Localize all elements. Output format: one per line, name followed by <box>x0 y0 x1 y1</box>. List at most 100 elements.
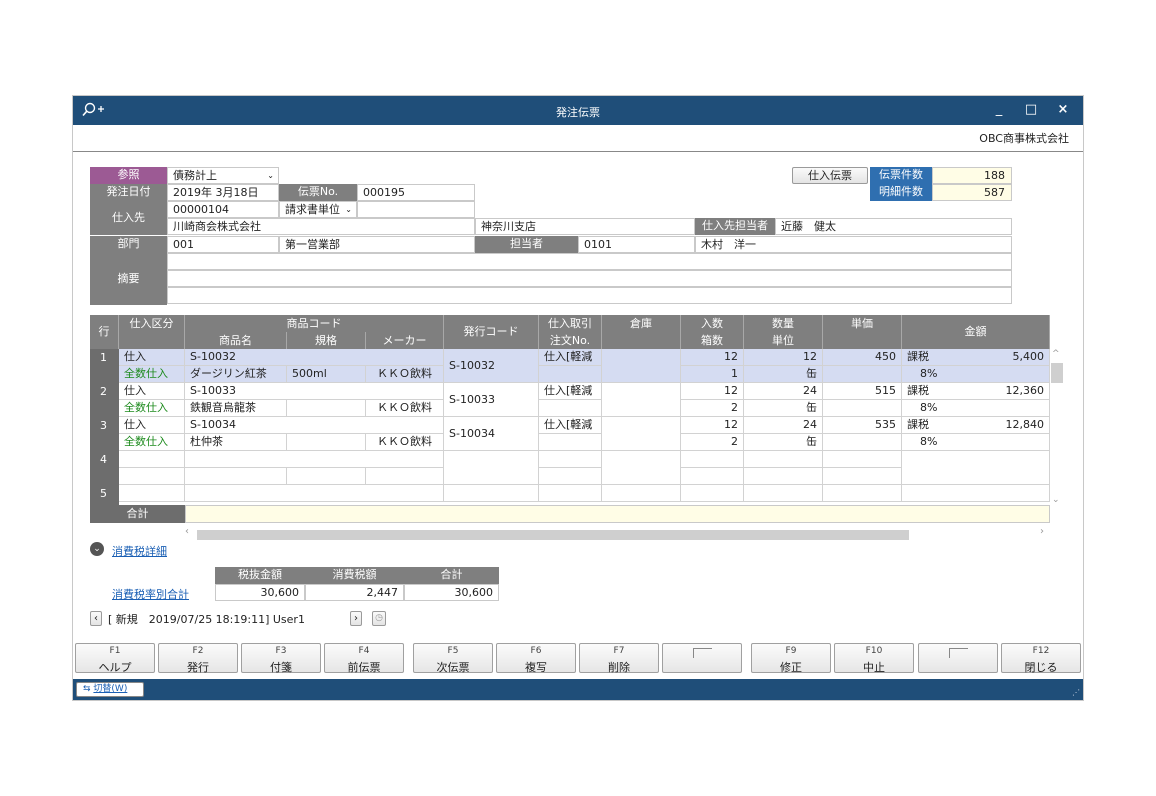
empty-cell[interactable] <box>539 451 602 468</box>
tax-type-cell[interactable]: 課税 <box>902 383 947 400</box>
per-box-cell[interactable]: 12 <box>681 349 744 366</box>
purchase-deal-cell[interactable]: 仕入[軽減 <box>539 349 602 366</box>
product-code-cell[interactable]: S-10032 <box>185 349 444 366</box>
scroll-thumb[interactable] <box>1051 363 1063 383</box>
product-code-cell[interactable]: S-10034 <box>185 417 444 434</box>
empty-cell[interactable] <box>119 451 185 468</box>
unit-price-cell[interactable]: 535 <box>823 417 902 434</box>
f9-edit-button[interactable]: F9 修正 <box>751 643 831 674</box>
maker-cell[interactable]: ＫＫＯ飲料 <box>366 400 444 417</box>
maximize-icon[interactable]: □ <box>1024 102 1038 117</box>
product-name-cell[interactable]: 鉄観音烏龍茶 <box>185 400 287 417</box>
boxes-cell[interactable]: 1 <box>681 366 744 383</box>
empty-cell[interactable] <box>287 468 366 485</box>
purchase-kind-cell[interactable]: 全数仕入 <box>119 366 185 383</box>
dept-code-field[interactable]: 001 <box>167 236 279 253</box>
spec-cell[interactable] <box>287 400 366 417</box>
purchase-deal-cell[interactable]: 仕入[軽減 <box>539 383 602 400</box>
tax-type-cell[interactable]: 課税 <box>902 349 947 366</box>
supplier-name-field[interactable]: 川崎商会株式会社 <box>167 218 475 235</box>
tax-rate-total-link[interactable]: 消費税率別合計 <box>112 588 189 601</box>
empty-cell[interactable] <box>602 485 681 502</box>
empty-cell[interactable] <box>444 451 539 485</box>
empty-cell[interactable] <box>602 451 681 485</box>
scroll-left-icon[interactable]: ‹ <box>185 526 189 537</box>
empty-cell[interactable] <box>539 468 602 485</box>
history-icon[interactable]: ◷ <box>372 611 386 626</box>
staff-code-field[interactable]: 0101 <box>578 236 695 253</box>
order-no-cell[interactable] <box>539 434 602 451</box>
empty-cell[interactable] <box>823 451 902 468</box>
quantity-cell[interactable]: 12 <box>744 349 823 366</box>
purchase-kind-cell[interactable]: 全数仕入 <box>119 434 185 451</box>
unit-cell[interactable]: 缶 <box>744 366 823 383</box>
memo-line-1[interactable] <box>167 253 1012 270</box>
empty-cell[interactable] <box>902 451 1050 485</box>
zoom-in-icon[interactable] <box>81 101 107 119</box>
unit-price-cell[interactable]: 450 <box>823 349 902 366</box>
order-no-cell[interactable] <box>539 400 602 417</box>
boxes-cell[interactable]: 2 <box>681 434 744 451</box>
prev-record-button[interactable]: ‹ <box>90 611 102 626</box>
purchase-slip-button[interactable]: 仕入伝票 <box>792 167 868 184</box>
order-no-cell[interactable] <box>539 366 602 383</box>
tax-rate-cell[interactable]: 8% <box>902 400 1050 417</box>
f12-close-button[interactable]: F12 閉じる <box>1001 643 1081 674</box>
empty-cell[interactable] <box>744 485 823 502</box>
horizontal-scrollbar[interactable]: ‹ › <box>185 526 1050 540</box>
supplier-code-field[interactable]: 00000104 <box>167 201 279 218</box>
spec-cell[interactable]: 500ml <box>287 366 366 383</box>
supplier-extra-field[interactable] <box>357 201 475 218</box>
product-name-cell[interactable]: ダージリン紅茶 <box>185 366 287 383</box>
tax-detail-link[interactable]: 消費税詳細 <box>112 545 167 558</box>
empty-cell[interactable] <box>681 451 744 468</box>
empty-cell[interactable] <box>681 485 744 502</box>
close-icon[interactable]: × <box>1057 102 1069 117</box>
f2-issue-button[interactable]: F2 発行 <box>158 643 238 674</box>
empty-cell[interactable] <box>185 468 287 485</box>
f11-blank-button[interactable] <box>918 643 998 673</box>
f3-sticky-button[interactable]: F3 付箋 <box>241 643 321 674</box>
f7-delete-button[interactable]: F7 削除 <box>579 643 659 674</box>
order-date-field[interactable]: 2019年 3月18日 <box>167 184 279 201</box>
chevron-down-icon[interactable]: ⌄ <box>90 542 104 556</box>
spec-cell[interactable] <box>287 434 366 451</box>
product-name-cell[interactable]: 杜仲茶 <box>185 434 287 451</box>
next-record-button[interactable]: › <box>350 611 362 626</box>
empty-cell[interactable] <box>823 485 902 502</box>
boxes-cell[interactable]: 2 <box>681 400 744 417</box>
scroll-up-icon[interactable]: ^ <box>1052 349 1060 359</box>
maker-cell[interactable]: ＫＫＯ飲料 <box>366 366 444 383</box>
resize-grip-icon[interactable]: ⋰ <box>1072 688 1080 697</box>
branch-field[interactable]: 神奈川支店 <box>475 218 695 235</box>
purchase-kind-cell[interactable]: 全数仕入 <box>119 400 185 417</box>
unit-cell[interactable]: 缶 <box>744 434 823 451</box>
billing-unit-select[interactable]: 請求書単位 ⌄ <box>279 201 357 218</box>
vertical-scrollbar[interactable]: ^ ⌄ <box>1050 349 1063 509</box>
issue-code-cell[interactable]: S-10034 <box>444 417 539 451</box>
slip-no-field[interactable]: 000195 <box>357 184 475 201</box>
unit-price-sub-cell[interactable] <box>823 400 902 417</box>
empty-cell[interactable] <box>366 468 444 485</box>
maker-cell[interactable]: ＫＫＯ飲料 <box>366 434 444 451</box>
unit-cell[interactable]: 缶 <box>744 400 823 417</box>
tax-rate-cell[interactable]: 8% <box>902 434 1050 451</box>
empty-cell[interactable] <box>185 485 444 502</box>
unit-price-sub-cell[interactable] <box>823 366 902 383</box>
minimize-icon[interactable]: _ <box>995 102 1003 117</box>
amount-cell[interactable]: 12,840 <box>947 417 1050 434</box>
empty-cell[interactable] <box>444 485 539 502</box>
scroll-right-icon[interactable]: › <box>1040 526 1044 537</box>
scroll-down-icon[interactable]: ⌄ <box>1052 495 1060 505</box>
purchase-type-cell[interactable]: 仕入 <box>119 417 185 434</box>
issue-code-cell[interactable]: S-10033 <box>444 383 539 417</box>
per-box-cell[interactable]: 12 <box>681 383 744 400</box>
warehouse-cell[interactable] <box>602 417 681 451</box>
switch-button[interactable]: ⇆ 切替(W) <box>76 682 144 697</box>
table-row-selected[interactable] <box>119 349 1050 383</box>
f6-copy-button[interactable]: F6 複写 <box>496 643 576 674</box>
ref-select[interactable]: 債務計上 ⌄ <box>167 167 279 184</box>
memo-line-2[interactable] <box>167 270 1012 287</box>
empty-cell[interactable] <box>681 468 744 485</box>
f1-help-button[interactable]: F1 ヘルプ <box>75 643 155 674</box>
